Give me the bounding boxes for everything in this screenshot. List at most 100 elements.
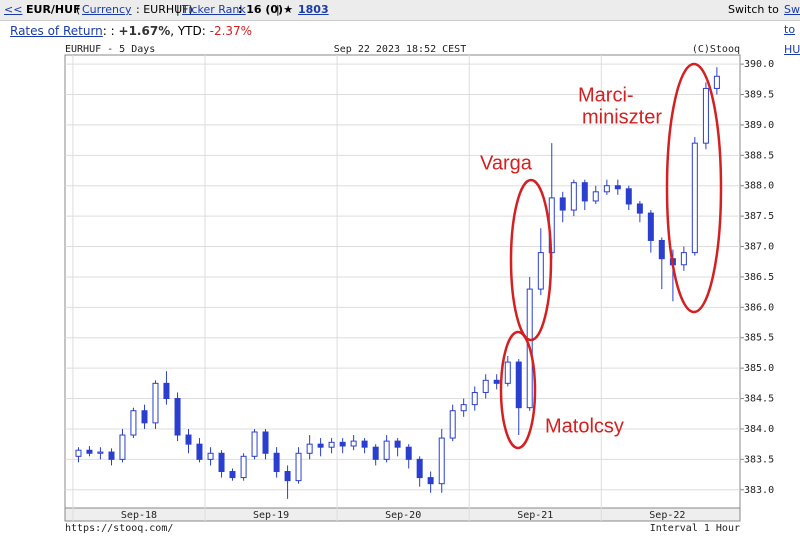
star: | ★ xyxy=(276,3,294,16)
candle-body xyxy=(691,142,698,254)
candle-body xyxy=(515,361,522,409)
candle-body xyxy=(559,197,566,211)
annotation: Matolcsy xyxy=(545,415,624,437)
candle-body xyxy=(449,410,456,439)
candle-body xyxy=(240,455,247,479)
candle-body xyxy=(636,203,643,214)
candle-body xyxy=(262,431,269,454)
annotation: miniszter xyxy=(582,106,662,128)
candle-body xyxy=(284,471,291,482)
candle-body xyxy=(295,452,302,482)
candle-body xyxy=(614,185,621,190)
y-tick-label: 383.5 xyxy=(744,454,774,465)
candle-body xyxy=(218,452,225,473)
returns: Rates of Return: : +1.67%, YTD: -2.37% xyxy=(10,24,252,38)
source: https://stooq.com/ xyxy=(65,523,173,534)
y-tick-label: 388.5 xyxy=(744,150,774,161)
candle-body xyxy=(504,361,511,384)
ytd-label: , YTD: xyxy=(170,24,206,38)
y-tick-label: 384.0 xyxy=(744,424,774,435)
candle-body xyxy=(647,212,654,241)
x-tick-label: Sep-20 xyxy=(385,510,421,521)
x-tick-label: Sep-21 xyxy=(517,510,553,521)
candle-body xyxy=(416,458,423,479)
back-link[interactable]: << xyxy=(4,3,23,16)
candle-body xyxy=(680,252,687,266)
candle-body xyxy=(185,434,192,445)
y-tick-label: 386.5 xyxy=(744,272,774,283)
candle-body xyxy=(130,410,137,436)
candle-body xyxy=(713,75,720,89)
y-tick-label: 385.5 xyxy=(744,333,774,344)
candle-body xyxy=(702,87,709,144)
candle-body xyxy=(273,452,280,473)
rank-link[interactable]: Ticker Rank xyxy=(182,3,246,16)
candle-body xyxy=(163,382,170,400)
candle-body xyxy=(537,252,544,290)
candle-body xyxy=(152,382,159,424)
currency-link[interactable]: Currency xyxy=(82,3,132,16)
candle-body xyxy=(493,379,500,384)
y-tick-label: 389.5 xyxy=(744,90,774,101)
candle-body xyxy=(174,398,181,436)
y-tick-label: 389.0 xyxy=(744,120,774,131)
candle-body xyxy=(383,440,390,460)
candle-body xyxy=(207,452,214,460)
chart-title: EURHUF - 5 Days xyxy=(65,44,155,55)
candle-body xyxy=(361,440,368,448)
ytd-return: -2.37% xyxy=(209,24,253,38)
y-tick-label: 385.0 xyxy=(744,363,774,374)
candle-body xyxy=(658,239,665,260)
candle-body xyxy=(625,188,632,205)
switch-link[interactable]: Switch to HUF/ xyxy=(784,3,800,56)
star-count[interactable]: 1803 xyxy=(298,3,329,16)
annotation: Marci- xyxy=(578,84,634,106)
y-tick-label: 387.5 xyxy=(744,211,774,222)
x-tick-label: Sep-18 xyxy=(121,510,157,521)
candle-body xyxy=(460,404,467,412)
candle-body xyxy=(471,391,478,406)
x-tick-label: Sep-22 xyxy=(649,510,685,521)
ellipse-marci xyxy=(665,62,723,314)
returns-link[interactable]: Rates of Return xyxy=(10,24,103,38)
candle-body xyxy=(372,446,379,460)
candle-body xyxy=(108,451,115,460)
y-tick-label: 388.0 xyxy=(744,181,774,192)
candle-body xyxy=(394,440,401,448)
candle-body xyxy=(427,477,434,485)
candle-body xyxy=(317,443,324,448)
rank-value: : 16 (0) xyxy=(238,3,284,16)
candle-body xyxy=(482,379,489,393)
candle-body xyxy=(75,449,82,457)
x-axis-band xyxy=(64,507,741,522)
y-tick-label: 386.0 xyxy=(744,302,774,313)
candle-body xyxy=(306,443,313,454)
candle-body xyxy=(339,441,346,447)
day-return: +1.67% xyxy=(118,24,171,38)
candle-body xyxy=(141,410,148,424)
x-tick-label: Sep-19 xyxy=(253,510,289,521)
annotation-ellipses xyxy=(499,62,723,450)
y-tick-label: 387.0 xyxy=(744,242,774,253)
y-tick-label: 383.0 xyxy=(744,485,774,496)
annotation: Varga xyxy=(480,152,533,174)
candle-body xyxy=(592,191,599,202)
ellipse-varga xyxy=(509,178,553,342)
y-tick-label: 384.5 xyxy=(744,394,774,405)
candle-body xyxy=(405,446,412,460)
candle-body xyxy=(603,185,610,193)
candle-body xyxy=(328,441,335,448)
candle-body xyxy=(570,182,577,211)
candle-body xyxy=(97,451,104,454)
toolbar: << EUR/HUF ( Currency : EURHUF) | Ticker… xyxy=(0,0,800,56)
switch-text: Switch to xyxy=(728,3,779,16)
candle-body xyxy=(229,471,236,479)
sep: | xyxy=(176,3,180,16)
credit: (C)Stooq xyxy=(692,44,740,55)
interval: Interval 1 Hour xyxy=(650,523,740,534)
paren: ( xyxy=(76,3,81,16)
ellipse-matolcsy xyxy=(499,330,537,450)
returns-sep: : : xyxy=(102,24,115,38)
